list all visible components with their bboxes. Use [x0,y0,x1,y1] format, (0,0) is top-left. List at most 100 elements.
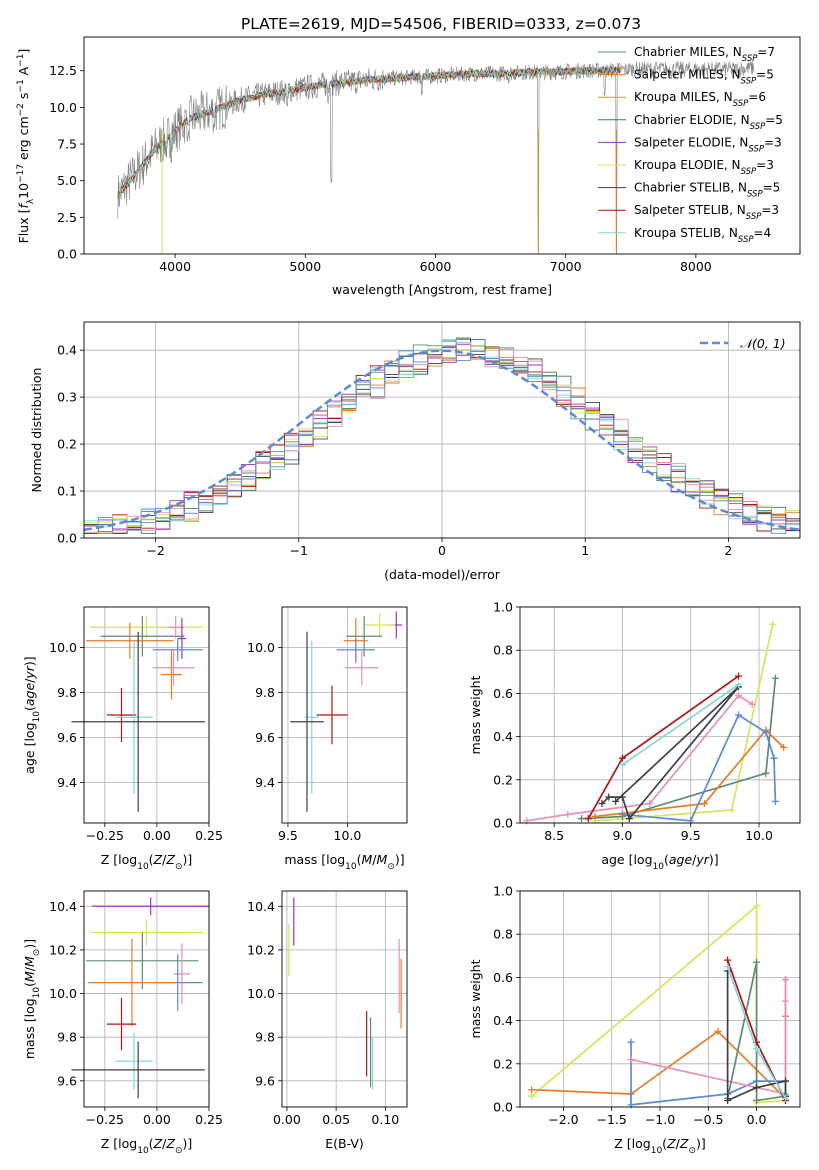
x-tick-label: 0.00 [273,1112,301,1127]
weight-marker [724,963,732,971]
error-bar-point [106,688,137,742]
error-bar-point [71,631,205,812]
y-tick-label: 9.8 [255,685,275,700]
y-tick-label: 9.4 [57,775,77,790]
legend-label-tail: =3 [761,203,779,217]
x-tick-label: 8000 [680,259,712,274]
y-tick-label: 12.5 [49,63,77,78]
weight-marker [748,700,756,708]
legend-label-sub: SSP [746,212,762,222]
normal-distribution-curve [83,349,801,532]
y-tick-label: 5.0 [57,173,77,188]
weight-marker [528,1092,536,1100]
y-tick-label: 1.0 [493,600,513,615]
weight-marker [627,1038,635,1046]
error-bar-point [177,618,187,659]
legend-label-tail: =4 [754,226,772,240]
y-tick-label: 0.0 [57,531,77,546]
weight-marker [782,997,790,1005]
legend-label-main: Kroupa STELIB, N [634,226,738,240]
x-tick-label: 5000 [289,259,321,274]
error-bar-point [161,649,182,700]
y-tick-label: 0.0 [493,816,513,831]
error-bar-point [152,649,195,686]
y-axis-label: Normed distribution [29,368,44,493]
x-tick-label: −2 [146,543,164,558]
model-line-8 [117,66,619,198]
x-tick-label: 7000 [550,259,582,274]
legend-label-tail: =3 [764,135,782,149]
y-axis-label: mass weight [468,959,483,1038]
y-tick-label: 10.0 [49,986,77,1001]
y-tick-label: 0.8 [493,927,513,942]
error-bar-point [115,640,153,794]
error-bar-point [106,997,137,1051]
error-bar-point [71,1041,205,1099]
plot-area-residuals [83,337,801,534]
plot-area-spectrum [117,60,755,254]
y-tick-label: 9.6 [57,1073,77,1088]
y-tick-label: 9.6 [57,730,77,745]
error-bar-point [364,613,396,637]
weight-marker [618,793,626,801]
x-tick-label: −0.5 [693,1112,723,1127]
weight-marker [605,793,613,801]
x-tick-label: 9.5 [278,828,298,843]
axes-frame [281,890,408,1108]
weight-marker [584,815,592,823]
weight-marker [753,1045,761,1053]
x-tick-label: −1.0 [645,1112,675,1127]
y-axis-label: mass weight [468,675,483,754]
y-tick-label: 0.1 [57,484,77,499]
panel-residuals: −2 −1 0 1 2 0.0 0.1 0.2 0.3 0.4 𝒩(0, 1) (data-model… [29,321,801,582]
weight-marker [618,810,626,818]
x-tick-label: 4000 [159,259,191,274]
legend-label-tail: =5 [756,68,774,82]
legend-label-sub: SSP [733,99,749,109]
weight-marker [577,815,585,823]
weight-marker [591,813,599,821]
error-bar-point [336,638,375,661]
y-tick-label: 1.0 [493,884,513,899]
weight-marker [782,1077,790,1085]
weight-marker [782,1094,790,1102]
panel-mass-age: 9.5 10.0 9.4 9.6 9.8 10.0 mass [log10(M/M⊙)] [247,606,408,872]
weight-marker [753,1097,761,1105]
y-tick-label: 9.6 [255,730,275,745]
weight-marker [762,769,770,777]
legend-label-sub: SSP [742,54,758,64]
legend-label: 𝒩(0, 1) [740,336,786,351]
x-tick-label: 0.00 [143,1112,171,1127]
x-tick-label: 10.0 [745,828,773,843]
axes-frame [519,606,801,824]
legend-label-sub: SSP [741,77,757,87]
error-bar-point [100,616,184,657]
weight-series-line [581,678,777,820]
legend-label: Salpeter ELODIE, NSSP=3 [634,135,782,154]
y-tick-label: 10.4 [247,899,275,914]
y-tick-label: 0.0 [493,1100,513,1115]
weight-marker [735,681,743,689]
weight-marker [625,815,633,823]
weight-marker [753,902,761,910]
weight-marker [780,743,788,751]
y-tick-label: 0.2 [493,772,513,787]
error-bar-point [86,932,199,990]
x-tick-label: −1 [290,543,308,558]
weight-marker [724,956,732,964]
legend-label-tail: =5 [763,181,781,195]
legend-label: Salpeter STELIB, NSSP=3 [634,203,779,222]
x-tick-label: 6000 [420,259,452,274]
weight-marker [724,1097,732,1105]
weight-series-line [630,979,787,1096]
y-axis-label: Flux [fλ10−17 erg cm−2 s−1 A−1] [16,49,36,244]
legend-label-main: Chabrier STELIB, N [634,181,747,195]
weight-marker [700,800,708,808]
legend-label: Chabrier STELIB, NSSP=5 [634,181,780,200]
x-tick-label: −2.0 [548,1112,578,1127]
weight-marker [627,1055,635,1063]
figure-title: PLATE=2619, MJD=54506, FIBERID=0333, z=0… [241,15,641,33]
axes-frame [83,606,210,824]
plot-area-mass-age [290,611,403,812]
